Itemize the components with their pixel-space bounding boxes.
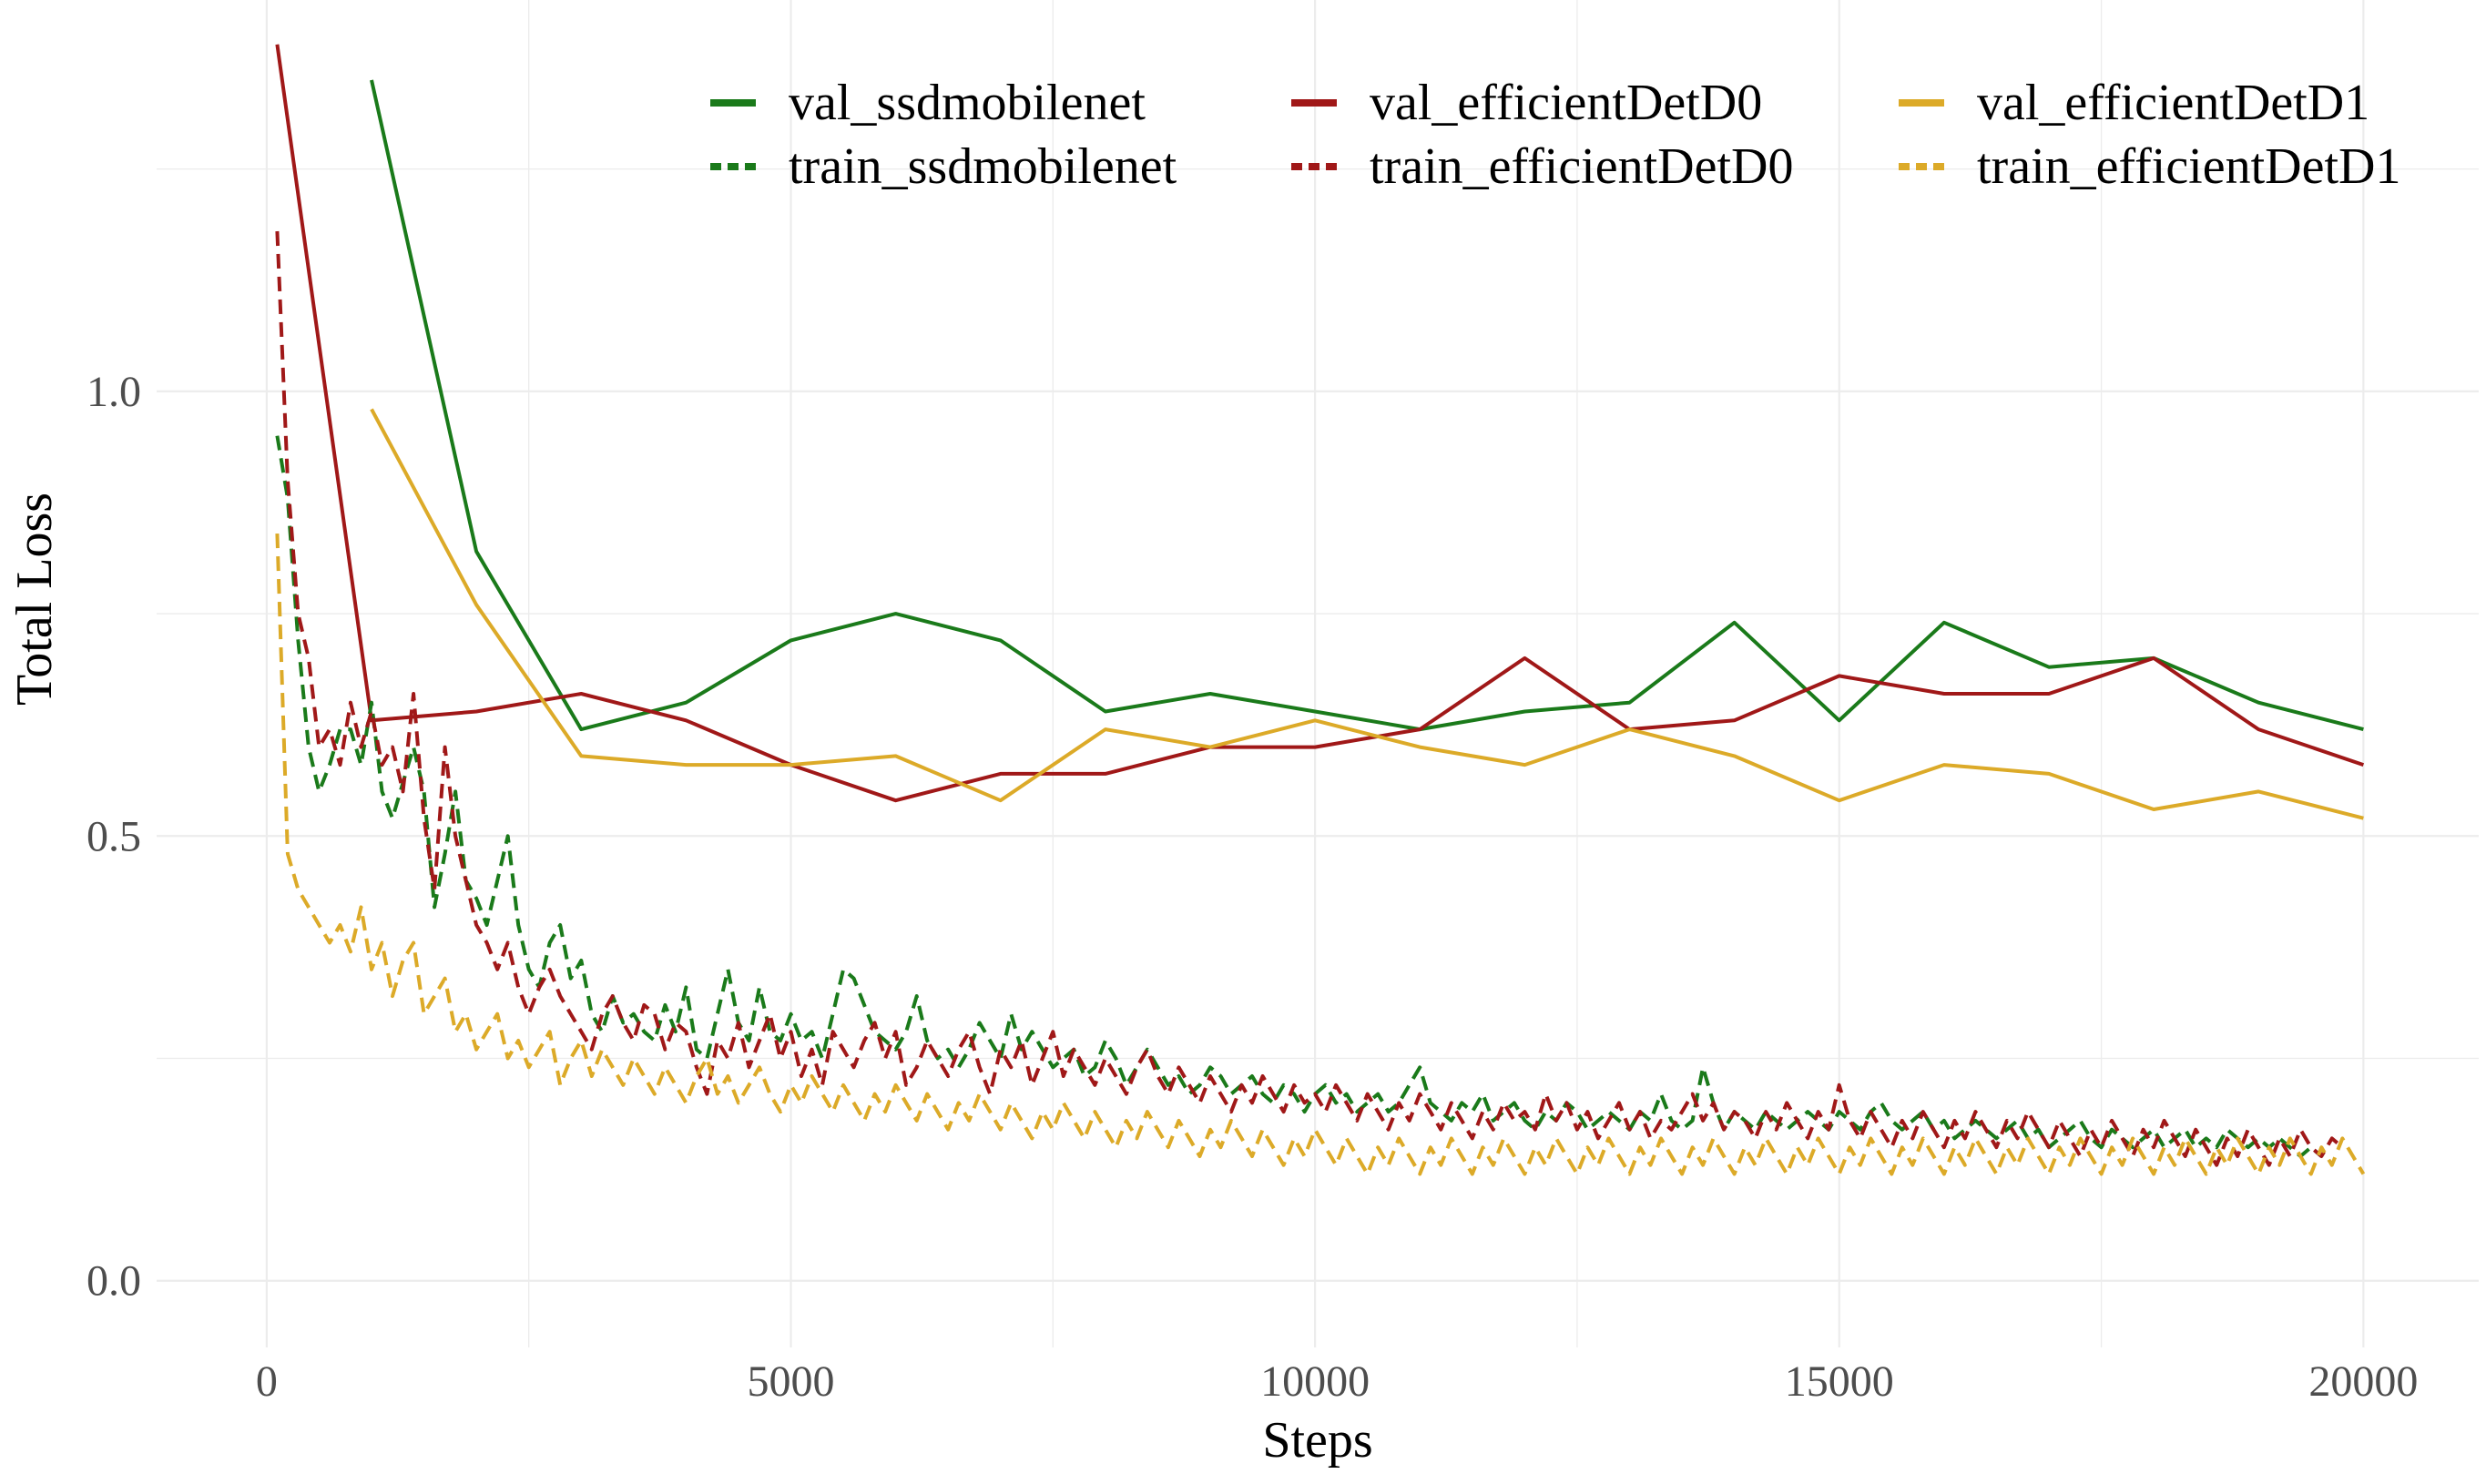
series-lines — [275, 44, 2366, 1176]
legend-item-val-ssdmobilenet: val_ssdmobilenet — [710, 75, 1146, 131]
legend-label: train_ssdmobilenet — [789, 138, 1177, 195]
legend-item-train-efficientdetd0: train_efficientDetD0 — [1291, 138, 1793, 195]
x-tick-label: 15000 — [1785, 1357, 1894, 1406]
legend-item-val-efficientdetd0: val_efficientDetD0 — [1291, 75, 1762, 131]
legend-label: val_ssdmobilenet — [789, 75, 1146, 131]
x-tick-label: 20000 — [2308, 1357, 2418, 1406]
axes: 0 5000 10000 15000 20000 0.0 0.5 1.0 — [87, 368, 2418, 1406]
legend-item-train-efficientdetd1: train_efficientDetD1 — [1899, 138, 2400, 195]
y-axis-title: Total Loss — [6, 493, 63, 706]
series-line-train-efficientdetd0 — [275, 230, 2344, 1167]
y-tick-label: 0.5 — [87, 812, 141, 860]
series-line-val-efficientdetd1 — [370, 408, 2364, 820]
y-tick-label: 0.0 — [87, 1257, 141, 1306]
legend-label: val_efficientDetD1 — [1977, 75, 2369, 131]
legend-item-train-ssdmobilenet: train_ssdmobilenet — [710, 138, 1177, 195]
y-tick-label: 1.0 — [87, 368, 141, 416]
series-line-train-ssdmobilenet — [275, 435, 2323, 1158]
x-axis-title: Steps — [1262, 1412, 1372, 1469]
legend-item-val-efficientdetd1: val_efficientDetD1 — [1899, 75, 2369, 131]
x-tick-label: 5000 — [748, 1357, 835, 1406]
legend-label: train_efficientDetD0 — [1370, 138, 1793, 195]
series-line-train-efficientdetd1 — [275, 534, 2366, 1176]
series-line-val-efficientdetd0 — [275, 44, 2365, 803]
legend-label: train_efficientDetD1 — [1977, 138, 2400, 195]
x-tick-label: 10000 — [1260, 1357, 1370, 1406]
series-line-val-ssdmobilenet — [370, 79, 2364, 732]
legend: val_ssdmobilenet val_efficientDetD0 val_ef… — [710, 75, 2400, 195]
legend-label: val_efficientDetD0 — [1370, 75, 1762, 131]
x-tick-label: 0 — [256, 1357, 278, 1406]
